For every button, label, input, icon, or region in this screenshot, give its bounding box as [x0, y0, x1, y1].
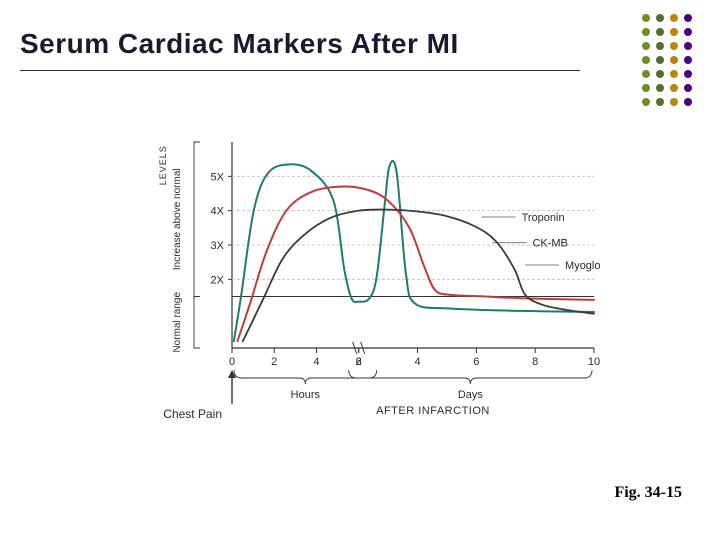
svg-text:Days: Days — [458, 389, 484, 401]
svg-text:5X: 5X — [211, 171, 225, 183]
svg-text:4X: 4X — [211, 206, 225, 218]
svg-text:10: 10 — [588, 356, 600, 368]
svg-text:2: 2 — [356, 356, 362, 368]
svg-text:4: 4 — [313, 356, 319, 368]
svg-text:2X: 2X — [211, 274, 225, 286]
label-ck-mb: CK-MB — [532, 238, 567, 250]
svg-text:8: 8 — [532, 356, 538, 368]
label-myoglobin: Myoglobin — [565, 260, 600, 272]
chart-svg: 2X 3X 4X 5X LEVELS Increase above normal Norma… — [140, 130, 600, 440]
svg-text:4: 4 — [414, 356, 420, 368]
label-troponin: Troponin — [522, 212, 565, 224]
svg-text:LEVELS: LEVELS — [158, 145, 168, 185]
svg-text:2: 2 — [271, 356, 277, 368]
series-troponin — [243, 210, 594, 342]
cardiac-markers-chart: 2X 3X 4X 5X LEVELS Increase above normal Norma… — [140, 130, 600, 440]
figure-number: Fig. 34-15 — [614, 484, 682, 502]
svg-text:0: 0 — [229, 356, 235, 368]
svg-text:Hours: Hours — [291, 389, 321, 401]
svg-text:Chest Pain: Chest Pain — [163, 407, 222, 421]
series-ck-mb — [237, 187, 594, 342]
svg-text:Normal range: Normal range — [172, 292, 183, 353]
svg-text:6: 6 — [473, 356, 479, 368]
svg-text:3X: 3X — [211, 240, 225, 252]
svg-text:Increase above normal: Increase above normal — [172, 168, 183, 270]
svg-text:AFTER INFARCTION: AFTER INFARCTION — [376, 405, 490, 417]
title-underline — [20, 70, 580, 71]
decorative-dot-grid — [642, 14, 694, 108]
page-title: Serum Cardiac Markers After MI — [20, 28, 459, 60]
